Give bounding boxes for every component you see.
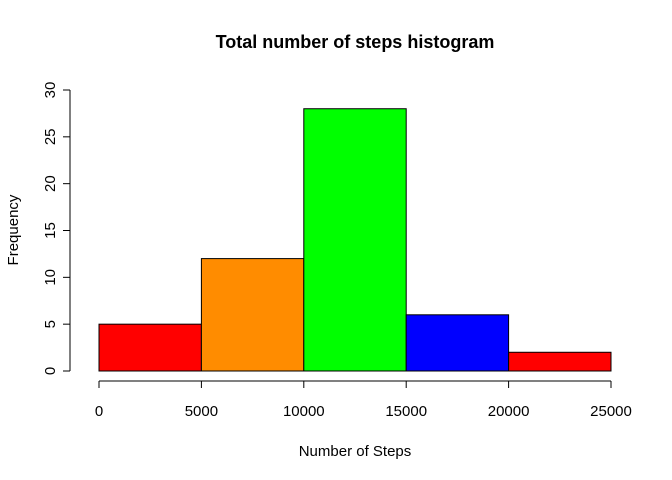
histogram-bar-4 [405,314,510,372]
x-tick-label: 20000 [488,403,530,420]
y-tick-label: 20 [42,175,59,192]
histogram-bar-3 [303,108,407,372]
x-axis: 0 5000 10000 15000 20000 25000 [95,380,632,420]
y-tick-label: 0 [42,367,59,375]
x-tick-label: 5000 [185,403,218,420]
y-tick-label: 30 [42,82,59,99]
y-tick-label: 15 [42,222,59,239]
y-tick-label: 10 [42,269,59,286]
x-tick-label: 15000 [385,403,427,420]
x-tick-label: 0 [95,403,103,420]
x-tick-label: 10000 [283,403,325,420]
y-tick-label: 5 [42,320,59,328]
y-axis-label: Frequency [5,194,22,265]
x-tick-label: 25000 [590,403,632,420]
histogram-bar-1 [98,323,202,372]
x-axis-label: Number of Steps [299,443,412,460]
x-ticks: 0 5000 10000 15000 20000 25000 [95,381,632,420]
y-ticks: 0 5 10 15 20 25 30 [42,82,70,375]
chart-title: Total number of steps histogram [216,32,495,52]
histogram-bar-5 [508,351,612,372]
bars-group [98,108,612,372]
y-tick-label: 25 [42,128,59,145]
y-axis: 0 5 10 15 20 25 30 [42,82,71,375]
histogram-bar-2 [200,258,305,372]
